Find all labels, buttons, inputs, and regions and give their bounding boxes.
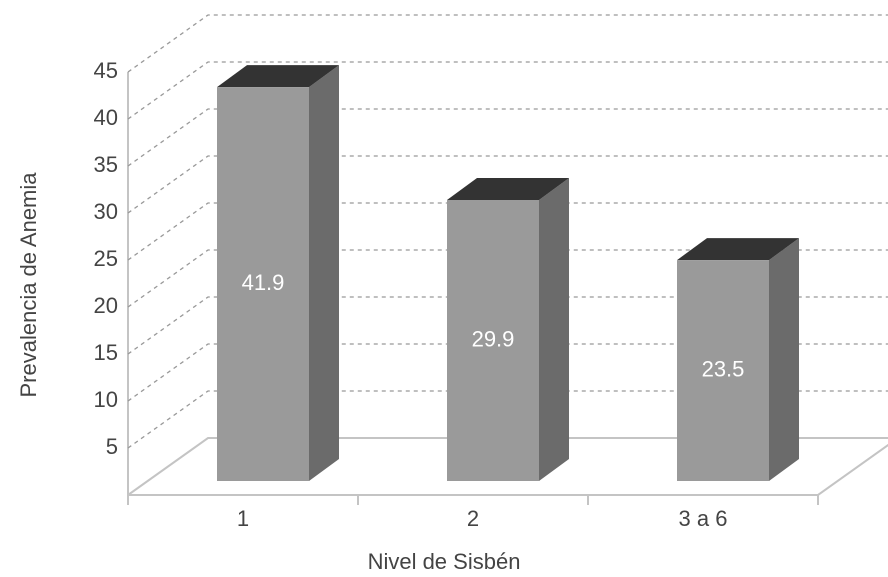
bar-front [217, 87, 309, 481]
grid-line [127, 202, 888, 261]
y-tick-label: 35 [94, 152, 118, 177]
x-tick-label: 3 a 6 [679, 506, 728, 531]
bar-top [447, 177, 569, 200]
y-axis-title: Prevalencia de Anemia [16, 172, 41, 398]
grid-line [127, 249, 888, 308]
value-label: 29.9 [472, 326, 515, 351]
bar [447, 177, 569, 481]
grid-line [127, 343, 888, 402]
grid-line [127, 296, 888, 355]
value-label: 41.9 [242, 270, 285, 295]
y-tick-label: 40 [94, 105, 118, 130]
grid-line [127, 61, 888, 120]
y-tick-label: 45 [94, 58, 118, 83]
y-tick-label: 10 [94, 387, 118, 412]
x-tick-label: 1 [237, 506, 249, 531]
grid-line [127, 14, 888, 73]
x-tick-label: 2 [467, 506, 479, 531]
bar-front [447, 199, 539, 481]
value-label: 23.5 [702, 356, 745, 381]
y-tick-label: 15 [94, 340, 118, 365]
grid-line [127, 155, 888, 214]
grid-line [127, 108, 888, 167]
y-tick-label: 30 [94, 199, 118, 224]
bar-top [217, 65, 339, 88]
floor [127, 437, 888, 496]
grid-line [127, 390, 888, 449]
x-axis-title: Nivel de Sisbén [368, 549, 521, 574]
bar-side [769, 238, 799, 481]
y-tick-label: 20 [94, 293, 118, 318]
bar [677, 238, 799, 481]
bar-side [539, 177, 569, 481]
bar-side [309, 65, 339, 481]
bar [217, 65, 339, 481]
y-tick-label: 25 [94, 246, 118, 271]
bar-top [677, 238, 799, 261]
bar-front [677, 260, 769, 481]
y-tick-label: 5 [106, 434, 118, 459]
